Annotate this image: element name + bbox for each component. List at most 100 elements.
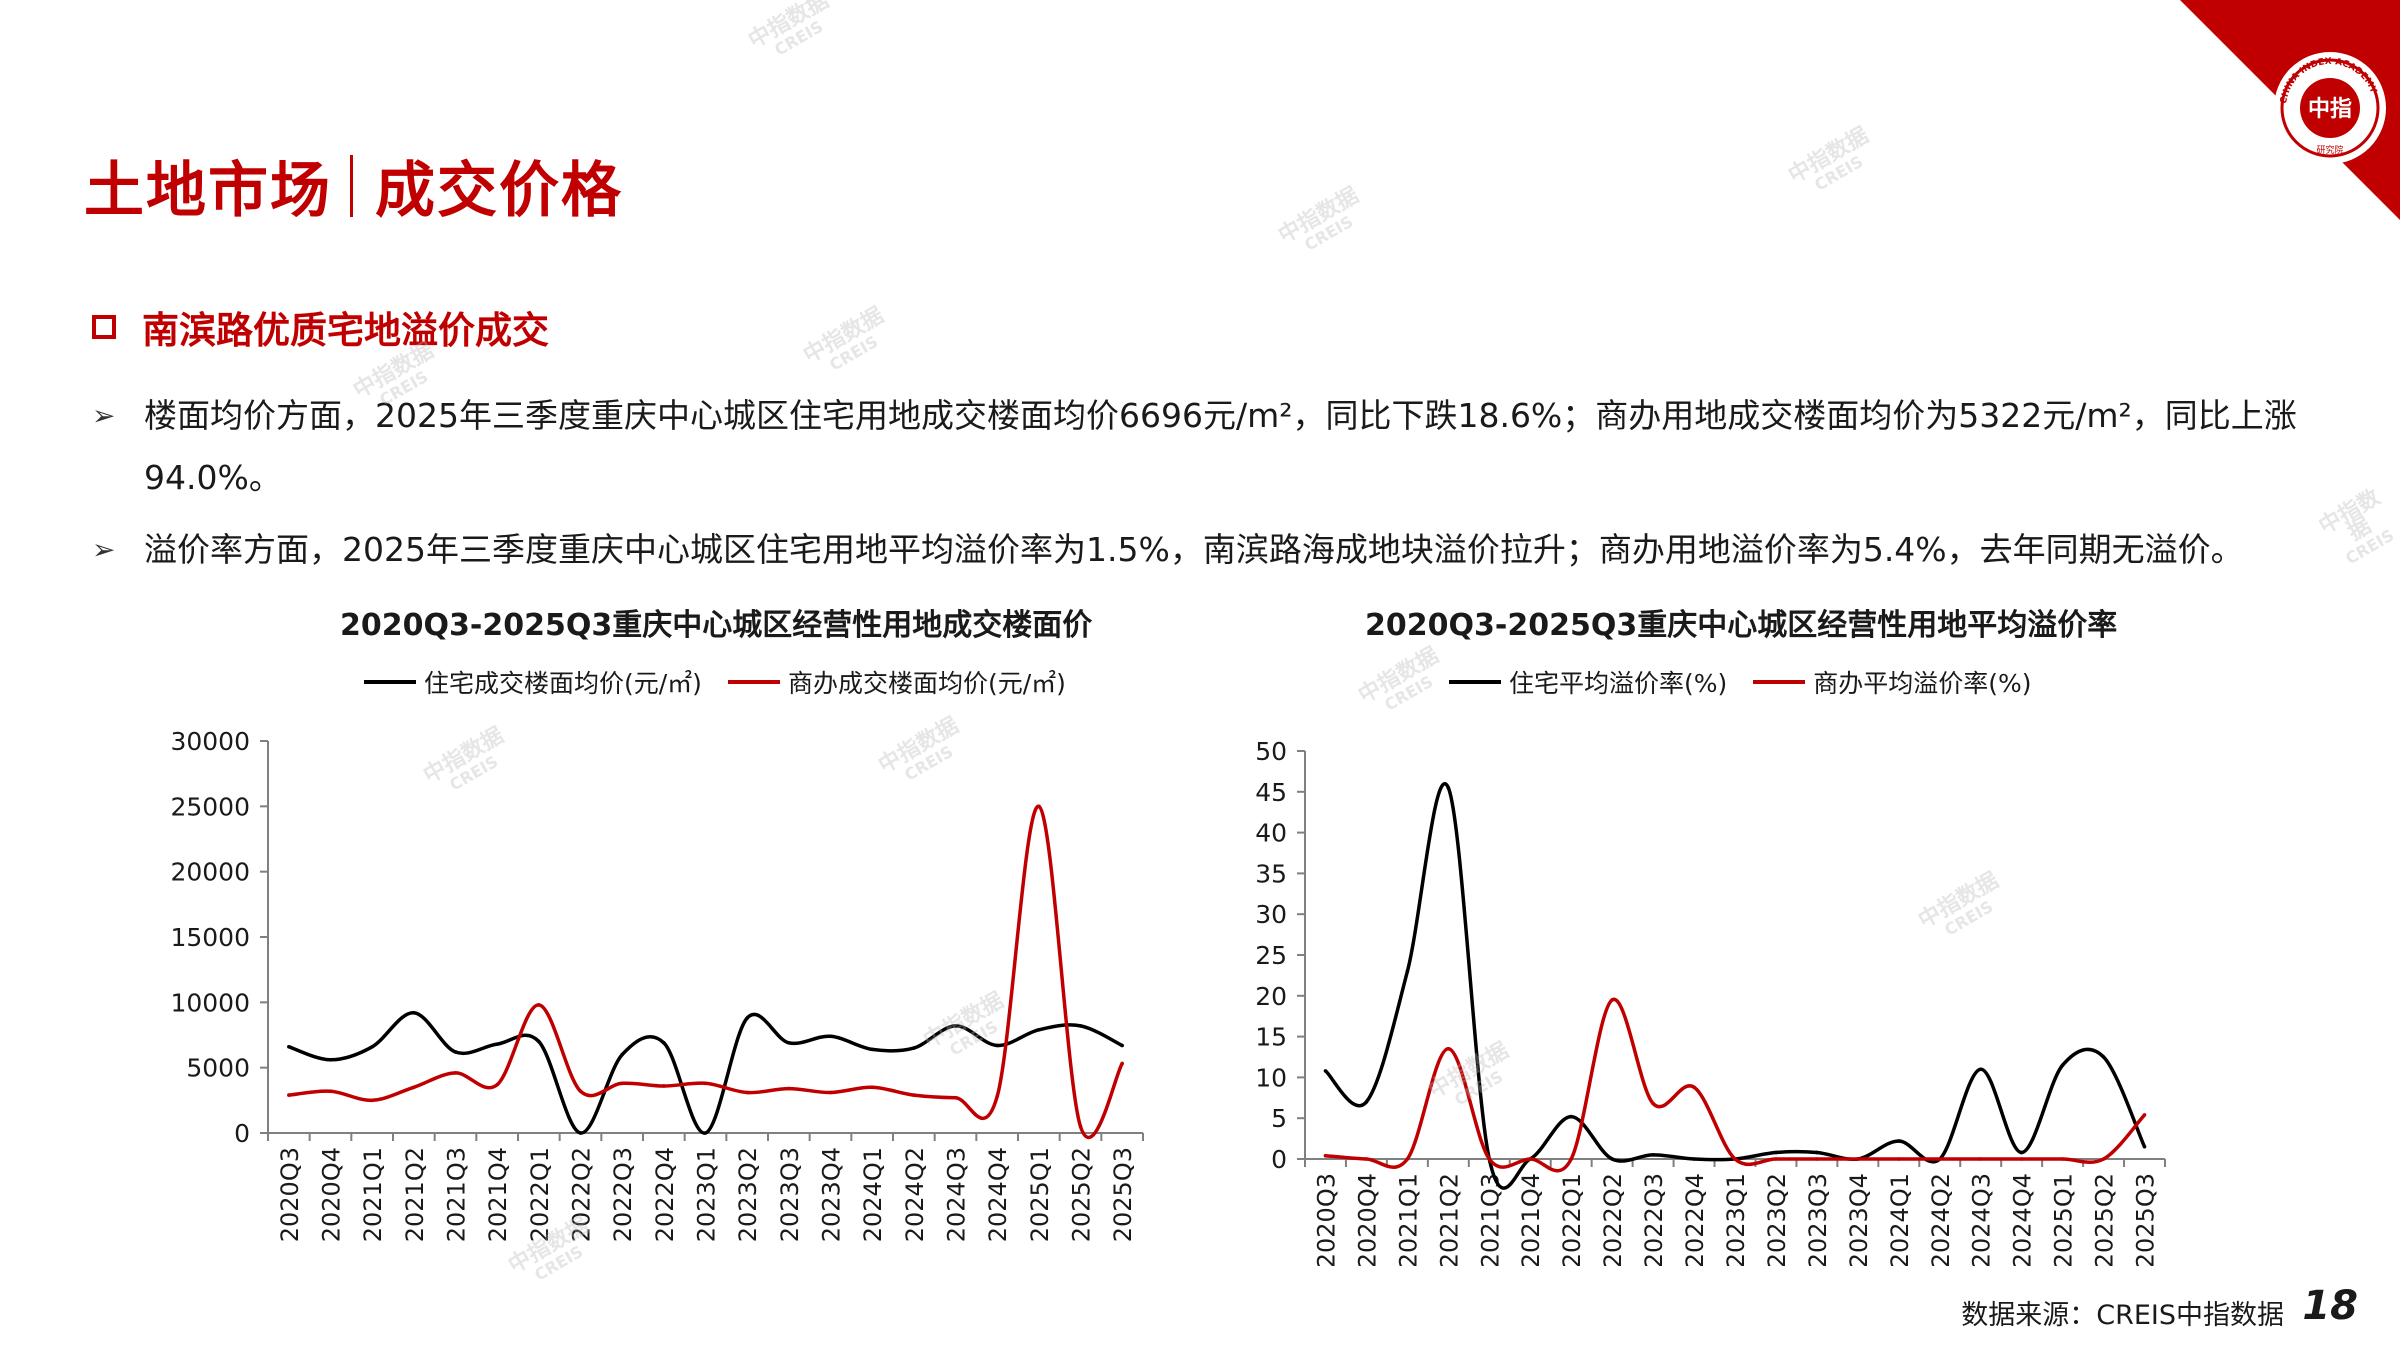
data-point (1569, 1157, 1573, 1161)
data-point (1774, 1150, 1778, 1155)
x-tick-label: 2022Q1 (1558, 1173, 1586, 1266)
bullet-item: ➢ 楼面均价方面，2025年三季度重庆中心城区住宅用地成交楼面均价6696元/m… (92, 385, 2342, 509)
section-heading-text: 南滨路优质宅地溢价成交 (142, 309, 549, 352)
data-point (1610, 998, 1614, 1002)
x-tick-label: 2023Q3 (776, 1147, 804, 1242)
x-tick-label: 2024Q1 (1886, 1173, 1914, 1266)
y-tick-label: 5 (1271, 1104, 1287, 1133)
legend-item: 住宅成交楼面均价(元/㎡) (364, 664, 702, 700)
watermark: 中指数据 CREIS (1784, 123, 1874, 195)
watermark: 中指数据 CREIS (1274, 183, 1364, 255)
x-tick-label: 2025Q1 (1026, 1147, 1054, 1242)
y-tick-label: 45 (1255, 778, 1287, 807)
data-point (1120, 1043, 1124, 1048)
data-point (1078, 1024, 1083, 1028)
data-point (662, 1084, 666, 1088)
data-point (2101, 1055, 2106, 1059)
x-tick-label: 2022Q2 (568, 1147, 596, 1242)
data-point (620, 1052, 624, 1057)
data-point (703, 1131, 708, 1135)
series-line-residential (288, 1011, 1123, 1135)
x-tick-label: 2023Q3 (1804, 1173, 1832, 1266)
data-point (1692, 1157, 1696, 1161)
data-point (328, 1089, 333, 1093)
data-point (2142, 1144, 2147, 1149)
chart-plot: 0 5 10 15 20 25 30 35 40 45 50 2020Q3 2020Q4 2021Q1 20… (1255, 737, 2166, 1266)
watermark: 中指数据 CREIS (744, 0, 834, 60)
y-tick-label: 15 (1255, 1023, 1287, 1052)
watermark: 中指数据 CREIS (799, 303, 889, 375)
y-tick-label: 30000 (170, 727, 250, 756)
y-tick-label: 0 (1271, 1145, 1287, 1174)
x-tick-label: 2025Q2 (2091, 1173, 2119, 1266)
x-tick-label: 2020Q4 (1353, 1173, 1381, 1266)
x-tick-label: 2024Q3 (1968, 1173, 1996, 1266)
x-tick-label: 2023Q4 (818, 1147, 846, 1242)
data-point (2101, 1157, 2106, 1161)
title-divider (350, 154, 353, 217)
x-tick-label: 2024Q4 (2009, 1173, 2037, 1266)
data-point (620, 1081, 624, 1086)
series-line-commercial (1325, 997, 2146, 1173)
data-point (745, 1016, 749, 1020)
section-heading: 南滨路优质宅地溢价成交 (92, 300, 549, 354)
data-point (1569, 1114, 1573, 1119)
bullet-list: ➢ 楼面均价方面，2025年三季度重庆中心城区住宅用地成交楼面均价6696元/m… (92, 385, 2342, 591)
x-tick-label: 2021Q2 (401, 1147, 429, 1242)
x-tick-label: 2023Q2 (734, 1147, 762, 1242)
x-tick-label: 2024Q1 (859, 1147, 887, 1242)
data-point (287, 1093, 291, 1097)
data-point (953, 1095, 958, 1100)
y-tick-label: 40 (1255, 819, 1287, 848)
x-tick-label: 2025Q1 (2050, 1173, 2078, 1266)
x-tick-label: 2024Q4 (984, 1147, 1012, 1242)
legend-item: 商办成交楼面均价(元/㎡) (727, 664, 1066, 700)
data-point (870, 1085, 874, 1090)
x-tick-label: 2025Q3 (1109, 1147, 1137, 1242)
x-tick-label: 2024Q2 (901, 1147, 929, 1242)
data-point (412, 1085, 416, 1090)
legend-item: 商办平均溢价率(%) (1753, 664, 2032, 700)
data-point (2060, 1063, 2065, 1067)
data-point (1446, 1047, 1451, 1051)
data-point (287, 1044, 291, 1049)
series-line-residential (1324, 782, 2147, 1190)
arrow-bullet-icon: ➢ (92, 533, 116, 566)
logo-core (2300, 78, 2360, 138)
data-point (453, 1050, 458, 1054)
page-number: 18 (2302, 1283, 2358, 1329)
legend-item: 住宅平均溢价率(%) (1449, 664, 1727, 700)
data-source: 数据来源：CREIS中指数据 (1961, 1300, 2284, 1331)
y-tick-label: 5000 (186, 1054, 250, 1083)
x-tick-label: 2023Q1 (1722, 1173, 1750, 1266)
x-tick-label: 2023Q1 (693, 1147, 721, 1242)
x-tick-label: 2021Q1 (359, 1147, 387, 1242)
data-point (1364, 1100, 1369, 1104)
title-main: 土地市场 (84, 156, 332, 226)
x-tick-label: 2021Q4 (1517, 1173, 1545, 1266)
data-point (1323, 1153, 1328, 1158)
data-point (787, 1041, 791, 1045)
bullet-item: ➢ 溢价率方面，2025年三季度重庆中心城区住宅用地平均溢价率为1.5%，南滨路… (92, 519, 2342, 581)
data-point (537, 1039, 541, 1044)
x-tick-label: 2021Q4 (484, 1147, 512, 1242)
data-point (1815, 1150, 1819, 1155)
page-title: 土地市场 成交价格 (84, 142, 623, 229)
x-tick-label: 2022Q4 (651, 1147, 679, 1242)
x-tick-label: 2022Q1 (526, 1147, 554, 1242)
legend-label: 住宅成交楼面均价(元/㎡) (424, 669, 702, 698)
data-point (912, 1046, 916, 1050)
data-point (1528, 1157, 1533, 1161)
logo-ring (2280, 58, 2380, 158)
y-tick-label: 10 (1255, 1063, 1287, 1092)
x-tick-label: 2022Q3 (1640, 1173, 1668, 1266)
data-point (578, 1131, 583, 1135)
legend-label: 住宅平均溢价率(%) (1509, 669, 1728, 698)
data-point (2060, 1157, 2065, 1161)
data-point (1733, 1157, 1737, 1161)
y-tick-label: 15000 (170, 923, 250, 952)
data-point (870, 1047, 874, 1052)
data-point (1651, 1153, 1655, 1157)
data-point (1078, 1124, 1083, 1129)
bullet-text: 楼面均价方面，2025年三季度重庆中心城区住宅用地成交楼面均价6696元/m²，… (144, 396, 2297, 497)
